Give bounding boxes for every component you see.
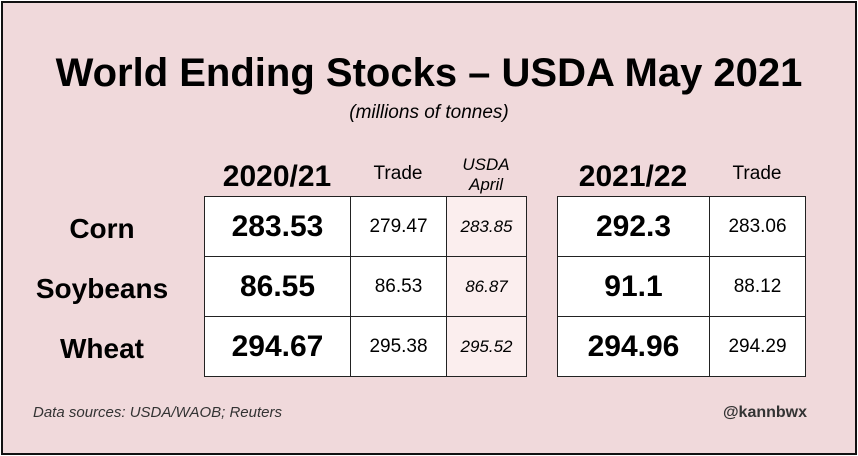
header-trade-2020-21: Trade bbox=[373, 163, 423, 184]
cell-corn-usda-april: 283.85 bbox=[446, 196, 527, 257]
header-trade-2021-22: Trade bbox=[732, 163, 782, 184]
table-row: 294.67 295.38 295.52 bbox=[204, 316, 527, 377]
cell-corn-2021-22: 292.3 bbox=[557, 196, 710, 257]
cell-corn-trade-2020-21: 279.47 bbox=[350, 196, 447, 257]
cell-wheat-2021-22: 294.96 bbox=[557, 316, 710, 377]
cell-wheat-2020-21: 294.67 bbox=[204, 316, 351, 377]
header-2021-22: 2021/22 bbox=[578, 160, 688, 193]
cell-soybeans-trade-2021-22: 88.12 bbox=[709, 256, 806, 317]
cell-wheat-usda-april: 295.52 bbox=[446, 316, 527, 377]
header-usda-april-line1: USDA bbox=[462, 155, 510, 174]
table-row: 292.3 283.06 bbox=[557, 196, 806, 257]
cell-wheat-trade-2020-21: 295.38 bbox=[350, 316, 447, 377]
cell-soybeans-2020-21: 86.55 bbox=[204, 256, 351, 317]
cell-soybeans-trade-2020-21: 86.53 bbox=[350, 256, 447, 317]
cell-corn-2020-21: 283.53 bbox=[204, 196, 351, 257]
row-label-corn: Corn bbox=[69, 213, 135, 244]
row-label-wheat: Wheat bbox=[60, 333, 144, 364]
cell-corn-trade-2021-22: 283.06 bbox=[709, 196, 806, 257]
header-usda-april: USDA April bbox=[446, 155, 526, 195]
cell-wheat-trade-2021-22: 294.29 bbox=[709, 316, 806, 377]
table-row: 283.53 279.47 283.85 bbox=[204, 196, 527, 257]
author-handle: @kannbwx bbox=[722, 404, 807, 421]
table-2020-21: 283.53 279.47 283.85 86.55 86.53 86.87 2… bbox=[204, 196, 527, 377]
table-2021-22: 292.3 283.06 91.1 88.12 294.96 294.29 bbox=[557, 196, 806, 377]
cell-soybeans-2021-22: 91.1 bbox=[557, 256, 710, 317]
cell-soybeans-usda-april: 86.87 bbox=[446, 256, 527, 317]
chart-subtitle: (millions of tonnes) bbox=[349, 102, 509, 123]
row-label-soybeans: Soybeans bbox=[35, 273, 169, 304]
header-usda-april-line2: April bbox=[468, 175, 503, 194]
table-row: 294.96 294.29 bbox=[557, 316, 806, 377]
table-row: 91.1 88.12 bbox=[557, 256, 806, 317]
header-2020-21: 2020/21 bbox=[222, 160, 332, 193]
table-row: 86.55 86.53 86.87 bbox=[204, 256, 527, 317]
chart-title: World Ending Stocks – USDA May 2021 bbox=[55, 51, 803, 95]
data-source-note: Data sources: USDA/WAOB; Reuters bbox=[33, 404, 282, 421]
